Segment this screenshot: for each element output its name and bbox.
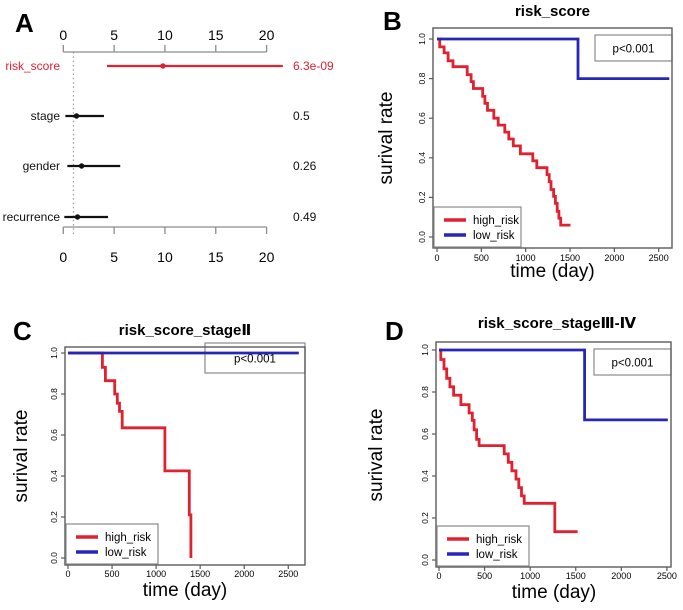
y-tick-label: 0.2 xyxy=(417,191,427,203)
x-tick-label: 500 xyxy=(105,569,120,579)
legend-label-low_risk: low_risk xyxy=(105,547,147,559)
pvalue-label: p<0.001 xyxy=(612,358,654,370)
pvalue-label: p<0.001 xyxy=(613,44,655,56)
y-tick-label: 0.4 xyxy=(420,470,430,482)
forest-axis-tick-label: 10 xyxy=(157,249,173,265)
x-tick-label: 1000 xyxy=(146,569,166,579)
forest-p-value: 0.49 xyxy=(293,210,317,224)
chart-title-d: risk_score_stageⅢ-Ⅳ xyxy=(477,315,637,332)
y-tick-label: 0.8 xyxy=(420,386,430,398)
km-curve-high_risk xyxy=(437,37,571,227)
legend-label-low_risk: low_risk xyxy=(476,549,518,561)
estimate-dot xyxy=(160,63,166,69)
y-tick-label: 0.2 xyxy=(49,511,59,523)
pvalue-box xyxy=(593,348,672,376)
x-axis-label-c: time (day) xyxy=(142,580,228,601)
x-tick-label: 2000 xyxy=(604,253,624,263)
x-tick-label: 2500 xyxy=(649,253,669,263)
y-tick-label: 0.6 xyxy=(417,112,427,124)
forest-p-value: 0.5 xyxy=(293,109,310,123)
x-tick-label: 2000 xyxy=(234,569,254,579)
forest-axis-tick-label: 10 xyxy=(157,27,173,43)
legend-label-high_risk: high_risk xyxy=(105,532,151,544)
pvalue-box xyxy=(204,342,306,374)
y-tick-label: 0.8 xyxy=(49,388,59,400)
x-tick-label: 0 xyxy=(65,569,70,579)
pvalue-label: p<0.001 xyxy=(234,354,276,366)
estimate-dot xyxy=(74,214,81,220)
forest-axis-tick-label: 20 xyxy=(259,27,275,43)
forest-row-label: recurrence xyxy=(3,210,61,224)
legend-box xyxy=(433,206,522,248)
x-tick-label: 1500 xyxy=(560,253,580,263)
y-tick-label: 0.0 xyxy=(420,554,430,566)
y-tick-label: 0.0 xyxy=(49,552,59,564)
panel-d-km-stage34: D risk_score_stageⅢ-Ⅳ surival rate p<0.0… xyxy=(341,300,683,610)
panel-a-forest: A 0 5 10 15 20 0 5 10 15 20 risk_score 6.3e-09 stage… xyxy=(0,0,341,300)
forest-axis-tick-label: 0 xyxy=(59,249,67,265)
y-tick-label: 0.4 xyxy=(49,470,59,482)
y-tick-label: 0.4 xyxy=(417,152,427,164)
estimate-dot xyxy=(78,163,85,169)
x-tick-label: 2500 xyxy=(657,571,677,581)
legend-label-high_risk: high_risk xyxy=(473,215,519,227)
legend-box xyxy=(436,525,530,567)
forest-axis-tick-label: 15 xyxy=(208,27,224,43)
y-tick-label: 0.8 xyxy=(417,72,427,84)
x-axis-label-b: time (day) xyxy=(510,261,595,282)
x-tick-label: 0 xyxy=(434,253,439,263)
plot-border xyxy=(64,346,306,566)
x-tick-label: 1500 xyxy=(566,571,586,581)
forest-row-label: gender xyxy=(23,159,60,173)
plot-border xyxy=(432,27,673,249)
x-tick-label: 500 xyxy=(474,253,489,263)
panel-letter-b: B xyxy=(383,6,402,36)
forest-row-label: risk_score xyxy=(5,59,60,73)
forest-p-value: 6.3e-09 xyxy=(293,59,334,73)
y-tick-label: 1.0 xyxy=(420,344,430,356)
x-tick-label: 0 xyxy=(436,571,441,581)
forest-axis-tick-label: 20 xyxy=(259,249,275,265)
x-tick-label: 1500 xyxy=(190,569,210,579)
forest-axis-tick-label: 5 xyxy=(110,249,118,265)
forest-axis-tick-label: 0 xyxy=(59,27,67,43)
chart-title-b: risk_score xyxy=(514,3,591,20)
km-curve-low_risk xyxy=(437,37,670,80)
km-plot-svg-d: p<0.001 0 500 1000 1500 2000 2500 0.0 0.2 0.4 0.6 0… xyxy=(420,341,677,581)
km-plot-svg-c: p<0.001 0 500 1000 1500 2000 2500 0.0 0.2 0.4 0.6 0… xyxy=(49,342,306,579)
km-plot-svg-b: p<0.001 0 500 1000 1500 2000 2500 0.0 0.2 0.4 0.6 0… xyxy=(417,27,673,263)
x-axis-label-d: time (day) xyxy=(511,582,597,603)
forest-plot-svg: 0 5 10 15 20 0 5 10 15 20 risk_score 6.3e-09 stage 0.… xyxy=(3,27,334,265)
panel-letter-d: D xyxy=(385,316,404,346)
y-tick-label: 0.6 xyxy=(420,428,430,440)
legend-box xyxy=(65,523,159,565)
km-curve-high_risk xyxy=(68,351,193,558)
y-tick-label: 0.0 xyxy=(417,231,427,243)
forest-p-value: 0.26 xyxy=(293,159,317,173)
plot-border xyxy=(435,341,672,568)
forest-row-label: stage xyxy=(31,109,61,123)
x-tick-label: 2000 xyxy=(611,571,631,581)
km-curve-low_risk xyxy=(439,348,668,422)
panel-letter-a: A xyxy=(15,8,34,38)
y-tick-label: 1.0 xyxy=(417,33,427,45)
panel-letter-c: C xyxy=(13,316,32,346)
forest-axis-tick-label: 5 xyxy=(110,27,118,43)
legend-label-high_risk: high_risk xyxy=(476,534,522,546)
y-tick-label: 0.6 xyxy=(49,429,59,441)
x-tick-label: 1000 xyxy=(516,253,536,263)
chart-title-c: risk_score_stageⅡ xyxy=(118,322,252,339)
y-tick-label: 1.0 xyxy=(49,347,59,359)
legend-label-low_risk: low_risk xyxy=(473,230,515,242)
x-tick-label: 500 xyxy=(477,571,492,581)
estimate-dot xyxy=(73,113,80,119)
forest-axis-tick-label: 15 xyxy=(208,249,224,265)
x-tick-label: 1000 xyxy=(520,571,540,581)
x-tick-label: 2500 xyxy=(278,569,298,579)
y-tick-label: 0.2 xyxy=(420,512,430,524)
panel-c-km-stage2: C risk_score_stageⅡ surival rate p<0.001… xyxy=(0,300,341,610)
panel-b-km-risk-score: B risk_score surival rate p<0.001 0 500 100… xyxy=(341,0,683,300)
km-curve-high_risk xyxy=(439,348,578,534)
